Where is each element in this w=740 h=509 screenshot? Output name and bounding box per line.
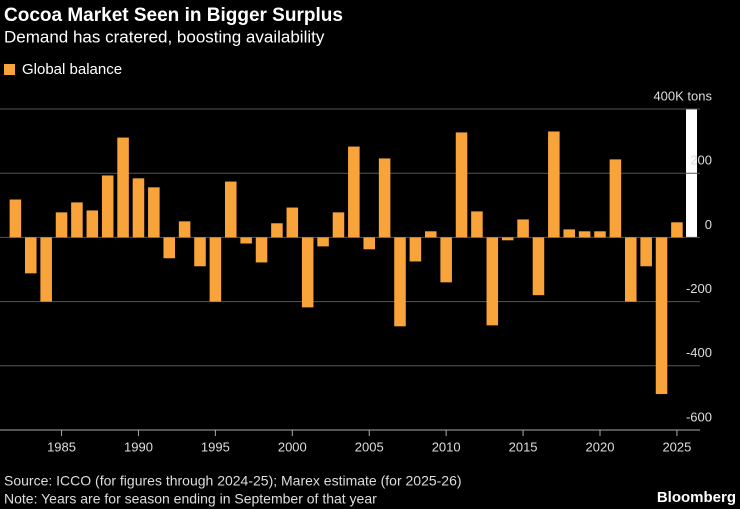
bar — [71, 202, 83, 238]
y-tick-label: 0 — [705, 217, 712, 232]
source: Source: ICCO (for figures through 2024-2… — [4, 473, 462, 489]
y-tick-label: -600 — [686, 409, 712, 424]
y-tick-label: 200 — [690, 153, 712, 168]
x-tick-label: 1985 — [47, 439, 76, 454]
bar — [640, 237, 652, 267]
bar — [40, 237, 52, 302]
bar — [178, 221, 191, 238]
bar — [240, 237, 252, 244]
brand: Bloomberg — [657, 489, 736, 506]
bar — [563, 229, 575, 238]
bar — [332, 212, 345, 238]
bar — [594, 231, 606, 238]
bar — [625, 237, 637, 302]
bar — [317, 237, 329, 247]
bar — [9, 199, 22, 238]
bar — [148, 187, 160, 238]
bar — [655, 237, 668, 395]
x-tick-label: 1995 — [201, 439, 230, 454]
bar — [671, 222, 683, 238]
bar — [132, 178, 145, 238]
x-tick-label: 2005 — [355, 439, 384, 454]
bar — [548, 131, 560, 238]
bar — [225, 181, 237, 238]
bar — [25, 237, 37, 274]
bar — [55, 212, 68, 238]
x-tick-label: 2025 — [662, 439, 691, 454]
bar — [163, 237, 175, 259]
x-tick-label: 2020 — [586, 439, 615, 454]
bar — [378, 158, 391, 238]
bar — [286, 207, 299, 238]
legend-label: Global balance — [22, 61, 122, 78]
chart-title: Cocoa Market Seen in Bigger Surplus — [4, 5, 343, 26]
y-tick-label: -400 — [686, 345, 712, 360]
bar — [517, 219, 529, 238]
bar — [578, 231, 591, 238]
bar — [609, 159, 622, 238]
x-tick-label: 2015 — [509, 439, 538, 454]
bar — [440, 237, 452, 283]
bar — [425, 231, 437, 238]
bar — [101, 175, 114, 238]
y-tick-label: 400K tons — [653, 88, 712, 103]
note: Note: Years are for season ending in Sep… — [4, 491, 377, 507]
bar — [348, 146, 360, 238]
x-tick-label: 1990 — [124, 439, 153, 454]
bar — [486, 237, 499, 326]
bar — [501, 237, 514, 241]
bar — [117, 137, 129, 238]
bar — [471, 211, 483, 238]
bar — [455, 132, 468, 238]
bar — [255, 237, 268, 263]
chart-subtitle: Demand has cratered, boosting availabili… — [4, 27, 325, 46]
bar — [409, 237, 422, 262]
bar — [363, 237, 375, 250]
x-tick-label: 2010 — [432, 439, 461, 454]
bar — [86, 210, 99, 238]
x-tick-label: 2000 — [278, 439, 307, 454]
bar — [194, 237, 206, 267]
bar — [532, 237, 545, 296]
y-tick-label: -200 — [686, 281, 712, 296]
bar — [301, 237, 314, 308]
bar — [209, 237, 222, 302]
legend-swatch — [4, 64, 15, 75]
bar — [271, 223, 283, 238]
bar — [394, 237, 406, 327]
